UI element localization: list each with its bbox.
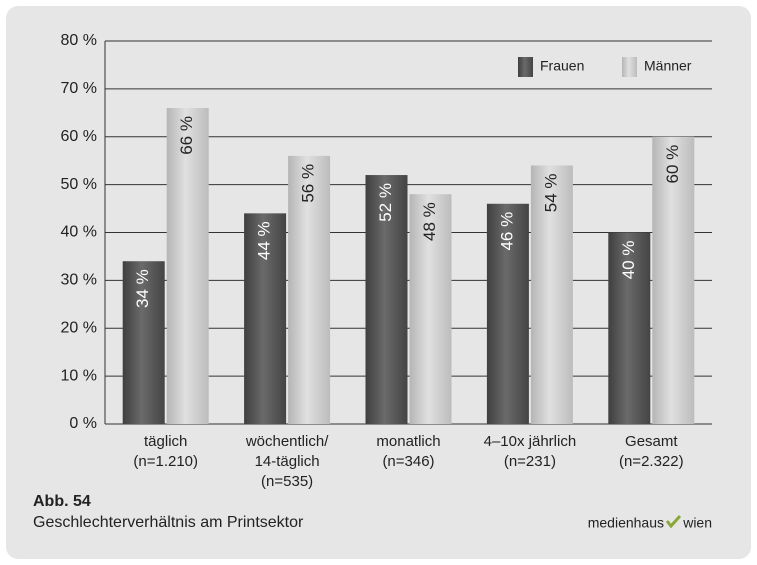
bar [166,108,209,425]
bar [486,203,529,424]
caption-number: Abb. 54 [33,493,91,510]
x-tick-label: (n=2.322) [619,453,684,470]
y-tick-label: 70 % [61,80,97,97]
y-tick-label: 10 % [61,367,97,384]
value-label: 46 % [497,212,516,251]
legend-swatch [518,57,533,77]
x-tick-label: (n=231) [504,453,556,470]
x-tick-label: täglich [144,433,187,450]
x-tick-label: 4–10x jährlich [484,433,577,450]
bar [530,165,573,424]
bar [244,213,287,424]
y-tick-label: 80 % [61,32,97,49]
bar [288,155,331,424]
value-label: 40 % [619,241,638,280]
logo-text: medienhaus [588,515,664,531]
legend-swatch [622,57,637,77]
bar [122,261,165,424]
bar [365,175,408,424]
value-label: 52 % [376,183,395,222]
caption: Geschlechterverhältnis am Printsektor [33,514,304,531]
x-tick-label: wöchentlich/ [245,433,329,450]
y-tick-label: 20 % [61,319,97,336]
value-label: 66 % [177,116,196,155]
x-tick-label: (n=1.210) [133,453,198,470]
value-label: 60 % [663,145,682,184]
y-tick-label: 50 % [61,176,97,193]
bar [409,194,452,424]
value-label: 34 % [133,269,152,308]
value-label: 54 % [541,173,560,212]
x-tick-label: (n=535) [261,473,313,490]
logo-text: wien [682,515,712,531]
legend-label: Frauen [540,58,584,74]
logo-check [665,514,682,529]
legend-label: Männer [644,58,692,74]
value-label: 56 % [299,164,318,203]
y-tick-label: 60 % [61,128,97,145]
x-tick-label: Gesamt [625,433,678,450]
bar [608,232,651,424]
y-tick-label: 30 % [61,272,97,289]
value-label: 48 % [420,202,439,241]
y-tick-label: 0 % [69,415,97,432]
x-tick-label: (n=346) [382,453,434,470]
y-tick-label: 40 % [61,224,97,241]
bar [652,136,695,424]
x-tick-label: monatlich [376,433,440,450]
value-label: 44 % [255,221,274,260]
x-tick-label: 14-täglich [255,453,320,470]
